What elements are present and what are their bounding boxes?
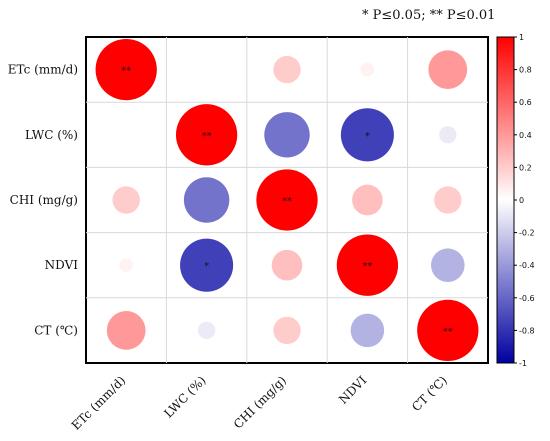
correlation-circle bbox=[106, 311, 146, 350]
correlation-circle bbox=[271, 249, 303, 281]
x-axis-label: CHI (mg/g) bbox=[231, 373, 289, 431]
significance-mark: ** bbox=[362, 261, 372, 272]
correlation-circle bbox=[273, 316, 301, 345]
significance-mark: ** bbox=[121, 66, 131, 77]
correlation-circle bbox=[417, 299, 479, 362]
correlation-circle bbox=[434, 186, 462, 214]
correlation-circle bbox=[360, 62, 375, 77]
correlation-circle bbox=[180, 238, 234, 292]
y-axis-label: NDVI bbox=[45, 258, 79, 272]
correlation-circle bbox=[336, 234, 399, 296]
y-axis-label: CT (℃) bbox=[34, 323, 78, 337]
colorbar-tick-label: 0 bbox=[519, 196, 524, 205]
colorbar-tick-label: 0.2 bbox=[519, 163, 532, 172]
y-axis-label: CHI (mg/g) bbox=[10, 193, 78, 207]
correlation-circle bbox=[273, 55, 301, 84]
correlation-circle bbox=[183, 177, 230, 223]
colorbar-tick-label: 0.8 bbox=[519, 66, 532, 75]
significance-mark: ** bbox=[282, 196, 292, 207]
colorbar-tick-label: -0.6 bbox=[519, 294, 535, 303]
colorbar-tick-label: -0.2 bbox=[519, 229, 535, 238]
correlation-circle bbox=[428, 50, 468, 89]
correlation-circle bbox=[340, 108, 394, 162]
significance-mark: ** bbox=[202, 131, 212, 142]
correlation-circle bbox=[352, 184, 383, 216]
correlation-circle bbox=[119, 258, 134, 273]
significance-mark: * bbox=[365, 131, 370, 142]
correlation-circle bbox=[350, 313, 385, 348]
colorbar bbox=[496, 36, 515, 364]
correlation-circle bbox=[264, 112, 310, 158]
significance-mark: ** bbox=[443, 326, 453, 337]
x-axis-label: LWC (%) bbox=[161, 373, 208, 420]
colorbar-tick-label: -0.4 bbox=[519, 261, 535, 270]
significance-mark: * bbox=[204, 261, 209, 272]
significance-note: * P≤0.05; ** P≤0.01 bbox=[362, 8, 496, 23]
colorbar-tick-label: 0.4 bbox=[519, 131, 532, 140]
colorbar-tick-label: 1 bbox=[519, 33, 524, 42]
correlation-circle bbox=[112, 186, 140, 214]
colorbar-tick-label: 0.6 bbox=[519, 98, 532, 107]
colorbar-tick-label: -0.8 bbox=[519, 326, 535, 335]
correlation-circle bbox=[95, 38, 157, 101]
correlation-circle bbox=[431, 248, 465, 282]
correlation-circle bbox=[175, 104, 238, 166]
correlation-circle bbox=[439, 126, 457, 144]
x-axis-label: CT (℃) bbox=[409, 373, 450, 414]
x-axis-label: ETc (mm/d) bbox=[69, 373, 129, 433]
y-axis-label: LWC (%) bbox=[25, 128, 78, 142]
correlation-circle bbox=[197, 321, 216, 340]
y-axis-label: ETc (mm/d) bbox=[8, 63, 78, 77]
colorbar-tick-label: -1 bbox=[519, 359, 527, 368]
correlation-circle bbox=[256, 169, 318, 231]
x-axis-label: NDVI bbox=[336, 373, 370, 407]
